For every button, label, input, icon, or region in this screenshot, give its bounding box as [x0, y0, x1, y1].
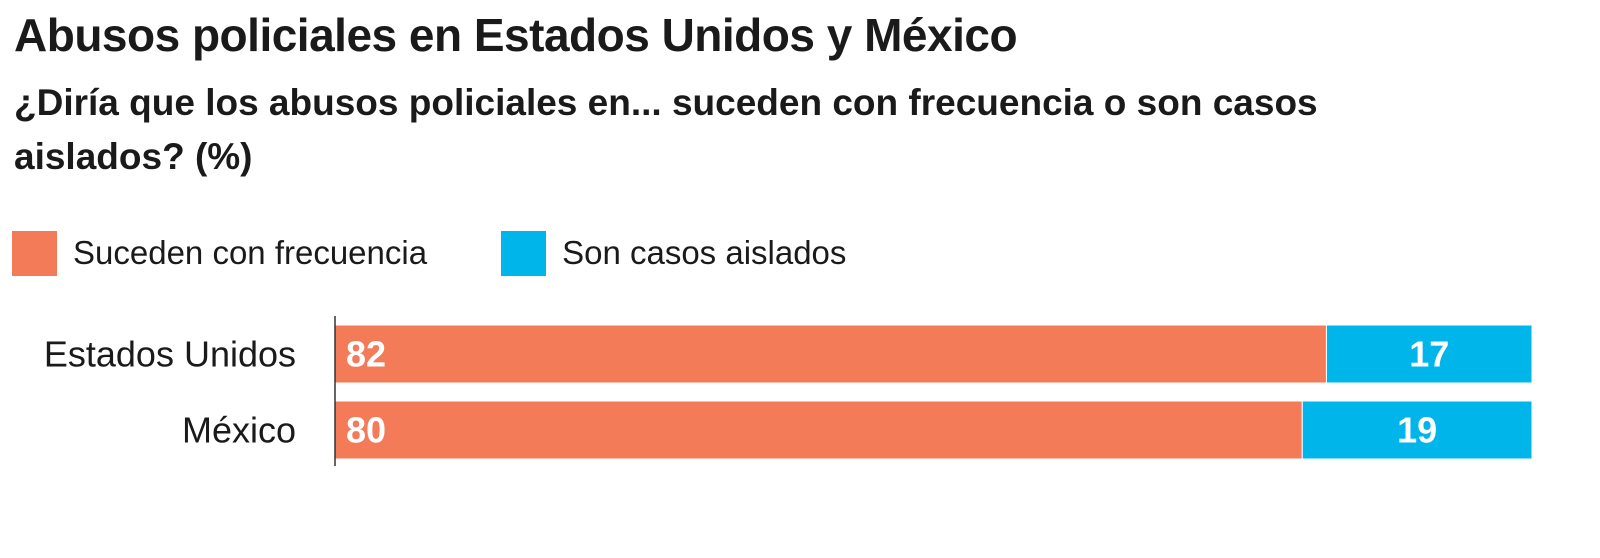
legend-label-aislados: Son casos aislados: [562, 234, 847, 271]
bar-suceden-con-frecuencia-mexico: [334, 400, 1303, 460]
data-label-son-casos-aislados-mexico: 19: [1397, 410, 1437, 451]
bar-suceden-con-frecuencia-estados-unidos: [334, 324, 1327, 384]
legend-label-frecuencia: Suceden con frecuencia: [73, 234, 428, 271]
legend-item-aislados: Son casos aislados: [501, 230, 847, 276]
legend-swatch-aislados: [501, 230, 547, 276]
category-label-estados-unidos: Estados Unidos: [44, 334, 296, 375]
chart-subtitle: ¿Diría que los abusos policiales en... s…: [14, 82, 1318, 177]
legend-swatch-frecuencia: [12, 230, 57, 276]
chart-title: Abusos policiales en Estados Unidos y Mé…: [14, 9, 1018, 61]
data-label-suceden-con-frecuencia-mexico: 80: [346, 410, 386, 451]
data-label-suceden-con-frecuencia-estados-unidos: 82: [346, 334, 386, 375]
bar-son-casos-aislados-mexico: [1301, 400, 1533, 460]
legend: Suceden con frecuencia Son casos aislado…: [12, 230, 920, 276]
legend-item-frecuencia: Suceden con frecuencia: [12, 230, 428, 276]
data-label-son-casos-aislados-estados-unidos: 17: [1409, 334, 1449, 375]
category-label-mexico: México: [182, 410, 296, 451]
bar-son-casos-aislados-estados-unidos: [1325, 324, 1533, 384]
